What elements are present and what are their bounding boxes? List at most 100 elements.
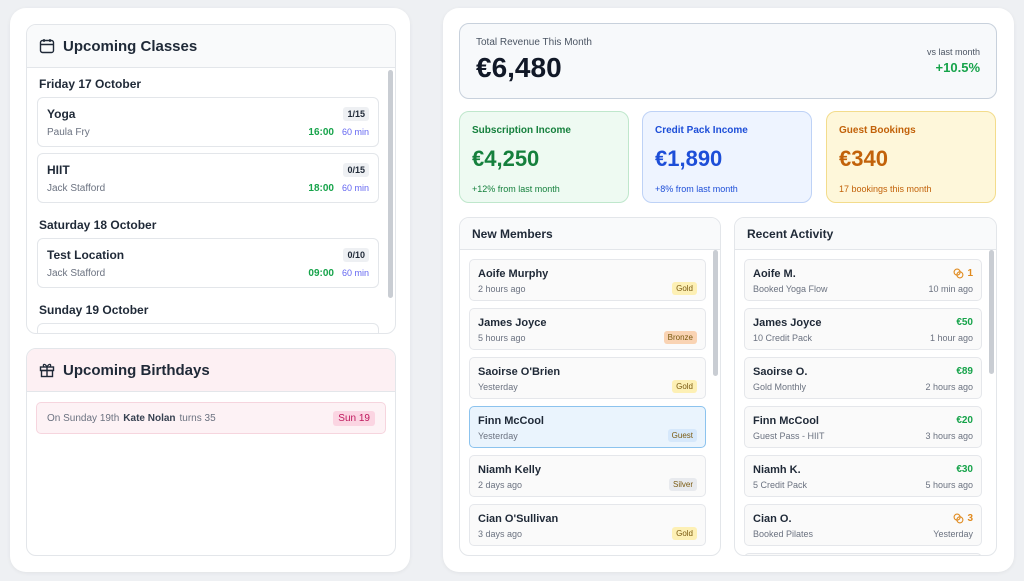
member-name: James Joyce [478,317,547,329]
class-name: Yoga [47,107,76,121]
tier-badge: Gold [672,527,697,540]
activity-list: Aoife M. Booked Yoga Flow 1 10 min ago James… [735,250,996,555]
activity-item: Finn McCool Guest Pass - HIIT €20 3 hours a… [744,406,982,448]
gift-icon [39,363,55,378]
member-joined: 3 days ago [478,529,523,539]
activity-time: 3 hours ago [925,431,973,441]
member-item[interactable]: Finn McCool Yesterday Guest [469,406,706,448]
member-item[interactable]: Saoirse O'Brien Yesterday Gold [469,357,706,399]
member-item[interactable]: Cian O'Sullivan 3 days ago Gold [469,504,706,546]
members-header: New Members [460,218,720,250]
stat-label: Guest Bookings [839,125,916,136]
stat-value: €340 [839,146,888,171]
members-title: New Members [472,226,553,241]
activity-name: Niamh K. [753,464,801,476]
amount: €20 [956,415,973,426]
birthdays-list: On Sunday 19th Kate Nolan turns 35 Sun 19 [27,392,395,444]
amount: €30 [956,464,973,475]
stat-card: Subscription Income €4,250 +12% from last … [459,111,629,203]
member-joined: Yesterday [478,431,518,441]
class-time: 18:00 [308,183,334,194]
amount: 3 [967,513,973,524]
class-time: 09:00 [308,268,334,279]
member-name: Cian O'Sullivan [478,513,559,525]
credit-icon [953,513,964,524]
activity-item: James Joyce 10 Credit Pack €50 1 hour ago [744,308,982,350]
capacity: 0/10 [343,333,369,334]
activity-time: 2 hours ago [925,382,973,392]
activity-desc: Gold Monthly [753,382,807,392]
birthday-prefix: On Sunday 19th [47,412,120,424]
class-item[interactable]: Yoga Paula Fry 1/15 16:00 60 min [37,97,379,147]
class-name: Test Location [47,248,125,262]
activity-name: Finn McCool [753,415,819,427]
activity-card: Recent Activity Aoife M. Booked Yoga Flow… [734,217,997,556]
activity-item: Ciara B.€49 [744,553,982,555]
classes-card: Upcoming Classes Friday 17 October Yoga Pa… [26,24,396,334]
activity-name: Cian O. [753,513,792,525]
class-name: Yoga [47,333,369,334]
members-card: New Members Aoife Murphy 2 hours ago Gold J… [459,217,721,556]
member-item[interactable]: James Joyce 5 hours ago Bronze [469,308,706,350]
member-item[interactable]: Niamh Kelly 2 days ago Silver [469,455,706,497]
amount: 1 [967,268,973,279]
birthday-suffix: turns 35 [179,412,216,424]
member-joined: Yesterday [478,382,518,392]
amount: €50 [956,317,973,328]
activity-title: Recent Activity [747,226,834,241]
member-item[interactable]: Aoife Murphy 2 hours ago Gold [469,259,706,301]
member-name: Niamh Kelly [478,464,541,476]
class-item[interactable]: HIIT Jack Stafford 0/15 18:00 60 min [37,153,379,203]
birthday-badge: Sun 19 [333,410,375,426]
member-joined: 2 days ago [478,480,523,490]
birthdays-title: Upcoming Birthdays [63,361,210,379]
activity-item: Aoife M. Booked Yoga Flow 1 10 min ago [744,259,982,301]
activity-name: Saoirse O. [753,366,808,378]
amount: €89 [956,366,973,377]
activity-desc: 5 Credit Pack [753,480,808,490]
activity-desc: Booked Pilates [753,529,814,539]
scrollbar [388,70,393,298]
tier-badge: Silver [668,478,697,491]
stat-label: Credit Pack Income [655,125,748,136]
stat-value: €4,250 [472,146,540,171]
activity-item: Saoirse O. Gold Monthly €89 2 hours ago [744,357,982,399]
capacity: 0/10 [343,248,369,262]
activity-amount: €89 [956,366,973,377]
member-name: Aoife Murphy [478,268,549,280]
revenue-value: €6,480 [476,52,562,83]
tier-badge: Guest [667,429,697,442]
activity-amount: 3 [953,513,973,524]
class-item[interactable]: Yoga0/10 [37,323,379,334]
day-heading: Friday 17 October [39,77,142,91]
stat-note: 17 bookings this month [839,184,932,194]
credit-icon [953,268,964,279]
duration: 60 min [341,127,369,137]
activity-header: Recent Activity [735,218,996,250]
classes-list: Friday 17 October Yoga Paula Fry 1/15 16:00 6… [27,68,395,334]
activity-amount: 1 [953,268,973,279]
class-item[interactable]: Test Location Jack Stafford 0/10 09:00 60 mi… [37,238,379,288]
birthdays-header: Upcoming Birthdays [27,349,395,392]
day-heading: Sunday 19 October [39,303,149,317]
class-name: HIIT [47,163,70,177]
birthdays-card: Upcoming Birthdays On Sunday 19th Kate No… [26,348,396,556]
activity-amount: €30 [956,464,973,475]
instructor: Jack Stafford [47,268,106,279]
class-time: 16:00 [308,127,334,138]
activity-time: 5 hours ago [925,480,973,490]
instructor: Paula Fry [47,127,90,138]
activity-time: Yesterday [933,529,973,539]
activity-amount: €50 [956,317,973,328]
activity-item: Cian O. Booked Pilates 3 Yesterday [744,504,982,546]
calendar-icon [39,39,55,54]
activity-desc: Guest Pass - HIIT [753,431,825,441]
tier-badge: Gold [672,282,697,295]
member-name: Finn McCool [478,415,544,427]
activity-time: 10 min ago [928,284,973,294]
duration: 60 min [341,268,369,278]
revenue-label: Total Revenue This Month [476,37,592,48]
day-heading: Saturday 18 October [39,218,157,232]
duration: 60 min [341,183,369,193]
